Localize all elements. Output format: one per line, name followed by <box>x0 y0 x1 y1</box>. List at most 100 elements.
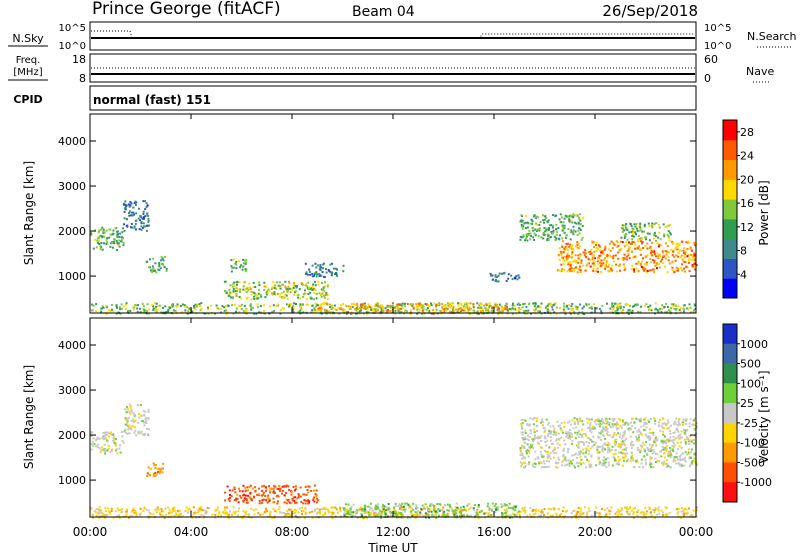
velocity-cell <box>242 500 245 503</box>
velocity-cell <box>647 450 650 453</box>
velocity-cell <box>139 432 142 435</box>
power-cell <box>587 258 590 261</box>
velocity-cell <box>202 514 205 517</box>
power-cell <box>154 308 157 310</box>
power-cell <box>531 222 533 225</box>
velocity-cell <box>662 514 664 517</box>
power-cell <box>539 221 542 223</box>
velocity-cell <box>555 452 558 455</box>
velocity-cell <box>695 515 698 518</box>
power-cell <box>642 266 645 269</box>
velocity-cell <box>627 512 629 515</box>
power-cell <box>91 303 94 306</box>
velocity-y-tick-label: 4000 <box>58 339 86 352</box>
power-colorbar-label: Power [dB] <box>757 180 771 245</box>
velocity-cell <box>600 430 603 433</box>
power-cell <box>544 227 547 230</box>
power-cell <box>325 271 328 274</box>
power-cell <box>578 232 581 235</box>
velocity-cell <box>503 503 506 506</box>
power-cell <box>152 305 154 308</box>
power-cell <box>565 243 568 245</box>
velocity-cell <box>463 507 466 510</box>
power-cell <box>603 257 606 260</box>
power-cell <box>404 309 407 312</box>
velocity-colorbar-segment <box>723 422 737 444</box>
velocity-cell <box>95 514 98 517</box>
power-cell <box>305 271 308 274</box>
power-cell <box>252 285 255 288</box>
velocity-cell <box>684 441 687 443</box>
power-cell <box>158 304 161 307</box>
power-cell <box>547 229 550 231</box>
power-cell <box>577 313 580 315</box>
power-cell <box>224 289 227 292</box>
velocity-cell <box>324 508 327 511</box>
velocity-cell <box>693 454 696 457</box>
velocity-cell <box>545 418 548 421</box>
velocity-cell <box>291 498 294 501</box>
power-cell <box>155 302 158 305</box>
power-region-9 <box>519 213 585 242</box>
power-cell <box>366 312 369 315</box>
power-cell <box>630 231 633 234</box>
velocity-cell <box>649 463 652 466</box>
power-cell <box>135 228 137 231</box>
velocity-cell <box>621 437 623 440</box>
power-cell <box>547 238 550 241</box>
velocity-cell <box>656 452 659 455</box>
velocity-cell <box>427 514 430 517</box>
velocity-cell <box>267 497 270 500</box>
power-frame <box>89 113 697 314</box>
velocity-cell <box>660 455 663 458</box>
power-cell <box>174 310 177 312</box>
velocity-cell <box>433 515 436 518</box>
velocity-cell <box>306 491 309 494</box>
power-cell <box>693 254 696 257</box>
power-cell <box>263 310 265 312</box>
velocity-cell <box>557 446 559 449</box>
velocity-cell <box>199 508 202 511</box>
velocity-cell <box>526 443 529 446</box>
power-cell <box>694 261 697 264</box>
velocity-cell <box>158 467 161 470</box>
power-cell <box>476 310 479 313</box>
velocity-cell <box>532 513 535 516</box>
velocity-cell <box>595 419 598 422</box>
power-cell <box>569 268 572 271</box>
power-cell <box>159 267 162 270</box>
velocity-cell <box>568 429 571 431</box>
velocity-cell <box>350 511 353 514</box>
velocity-cell <box>571 419 574 422</box>
power-cell <box>106 237 109 239</box>
power-cell <box>272 304 275 307</box>
power-cell <box>629 304 632 307</box>
power-cell <box>649 245 652 248</box>
velocity-cell <box>542 424 544 427</box>
power-cell <box>555 237 558 240</box>
velocity-cell <box>116 515 119 518</box>
power-cell <box>324 294 327 296</box>
power-cell <box>538 229 541 232</box>
velocity-cell <box>555 439 558 442</box>
power-cell <box>657 245 660 248</box>
velocity-cell <box>668 512 671 515</box>
velocity-cell <box>382 508 385 511</box>
velocity-cell <box>683 428 685 431</box>
velocity-cell <box>105 433 108 436</box>
velocity-cell <box>679 433 682 436</box>
velocity-cell <box>643 511 645 514</box>
power-cell <box>98 243 101 245</box>
velocity-cell <box>680 436 683 439</box>
velocity-cell <box>288 501 291 504</box>
power-cell <box>521 227 524 230</box>
velocity-cell <box>546 512 549 515</box>
velocity-cell <box>657 460 660 463</box>
velocity-cell <box>460 512 463 515</box>
power-cell <box>325 302 328 305</box>
power-cell <box>559 234 561 237</box>
velocity-region-1 <box>122 403 150 437</box>
power-cell <box>120 240 123 243</box>
velocity-cell <box>672 442 675 445</box>
